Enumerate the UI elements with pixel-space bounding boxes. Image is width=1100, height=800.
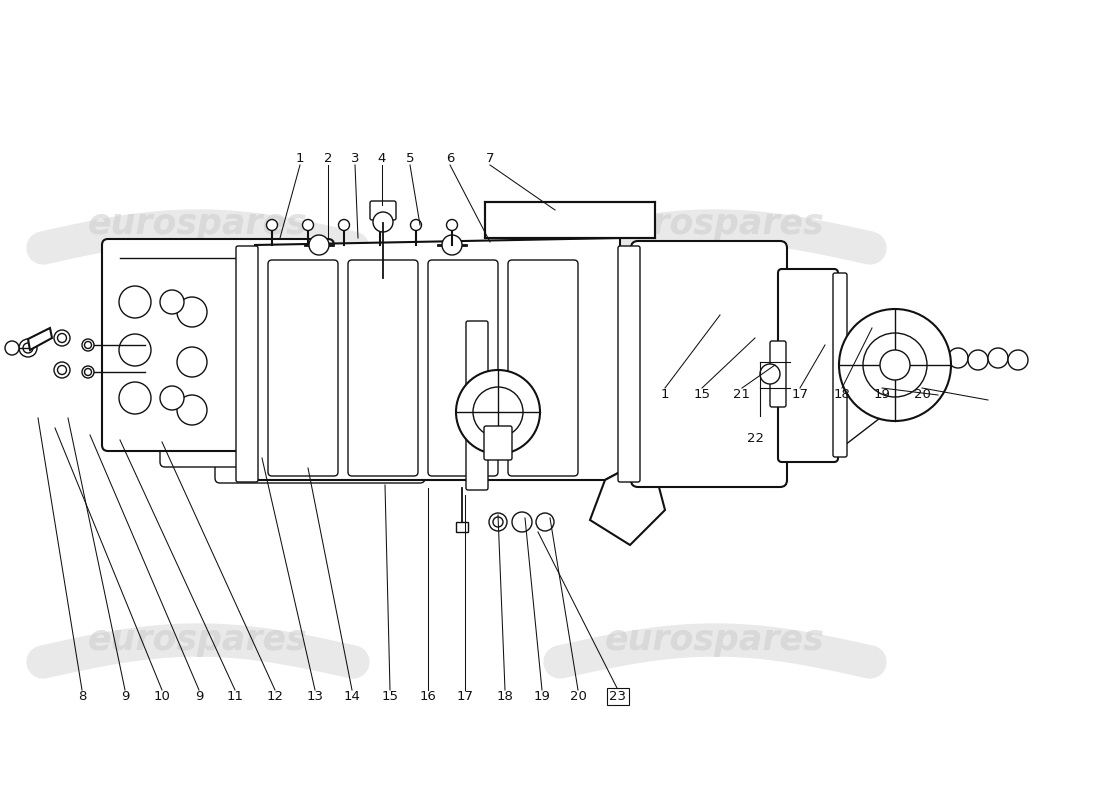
FancyBboxPatch shape — [428, 260, 498, 476]
Circle shape — [177, 297, 207, 327]
Circle shape — [988, 348, 1008, 368]
FancyBboxPatch shape — [214, 281, 425, 483]
Text: 17: 17 — [792, 388, 808, 401]
FancyBboxPatch shape — [348, 260, 418, 476]
Text: 1: 1 — [296, 152, 305, 165]
FancyBboxPatch shape — [508, 260, 578, 476]
Circle shape — [968, 350, 988, 370]
Circle shape — [119, 286, 151, 318]
Text: 1: 1 — [661, 388, 669, 401]
Circle shape — [302, 219, 313, 230]
Text: 4: 4 — [377, 152, 386, 165]
FancyBboxPatch shape — [484, 426, 512, 460]
Circle shape — [473, 387, 522, 437]
Text: 6: 6 — [446, 152, 454, 165]
Circle shape — [177, 395, 207, 425]
Circle shape — [373, 212, 393, 232]
FancyBboxPatch shape — [160, 262, 380, 467]
Text: 14: 14 — [343, 690, 361, 703]
Circle shape — [57, 366, 66, 374]
Polygon shape — [485, 202, 654, 238]
Text: 17: 17 — [456, 690, 473, 703]
Circle shape — [82, 339, 94, 351]
Text: 22: 22 — [747, 432, 763, 445]
Circle shape — [456, 370, 540, 454]
Circle shape — [119, 382, 151, 414]
Circle shape — [119, 334, 151, 366]
Text: 15: 15 — [382, 690, 398, 703]
Circle shape — [948, 348, 968, 368]
FancyBboxPatch shape — [618, 246, 640, 482]
Circle shape — [160, 386, 184, 410]
Text: 20: 20 — [570, 690, 586, 703]
Circle shape — [410, 219, 421, 230]
Circle shape — [1008, 350, 1028, 370]
Text: 23: 23 — [609, 690, 627, 703]
FancyBboxPatch shape — [466, 321, 488, 490]
Text: 3: 3 — [351, 152, 360, 165]
FancyBboxPatch shape — [236, 246, 258, 482]
Text: 19: 19 — [534, 690, 550, 703]
Text: 12: 12 — [266, 690, 284, 703]
Polygon shape — [28, 328, 52, 350]
Text: eurospares: eurospares — [88, 207, 308, 241]
Circle shape — [536, 513, 554, 531]
Text: 19: 19 — [873, 388, 890, 401]
Text: 18: 18 — [834, 388, 850, 401]
Text: 18: 18 — [496, 690, 514, 703]
Text: 10: 10 — [154, 690, 170, 703]
Text: 13: 13 — [307, 690, 323, 703]
Circle shape — [19, 339, 37, 357]
Polygon shape — [255, 238, 620, 480]
Circle shape — [490, 513, 507, 531]
FancyBboxPatch shape — [770, 341, 786, 407]
FancyBboxPatch shape — [370, 201, 396, 220]
Text: 5: 5 — [406, 152, 415, 165]
Circle shape — [442, 235, 462, 255]
Circle shape — [6, 341, 19, 355]
Circle shape — [23, 343, 33, 353]
Circle shape — [160, 290, 184, 314]
Text: 20: 20 — [914, 388, 931, 401]
Text: 8: 8 — [78, 690, 86, 703]
Text: eurospares: eurospares — [88, 623, 308, 657]
Circle shape — [339, 219, 350, 230]
Bar — [456, 522, 468, 532]
FancyBboxPatch shape — [268, 260, 338, 476]
Circle shape — [880, 350, 910, 380]
Text: 2: 2 — [323, 152, 332, 165]
Circle shape — [266, 219, 277, 230]
Circle shape — [177, 347, 207, 377]
Text: eurospares: eurospares — [605, 623, 825, 657]
Circle shape — [839, 309, 952, 421]
Polygon shape — [590, 472, 666, 545]
Text: 16: 16 — [419, 690, 437, 703]
Circle shape — [864, 333, 927, 397]
FancyBboxPatch shape — [631, 241, 786, 487]
Circle shape — [57, 334, 66, 342]
Circle shape — [374, 219, 385, 230]
Text: 7: 7 — [486, 152, 494, 165]
FancyBboxPatch shape — [833, 273, 847, 457]
Text: 15: 15 — [693, 388, 711, 401]
Circle shape — [85, 342, 91, 349]
Circle shape — [54, 330, 70, 346]
Text: 21: 21 — [734, 388, 750, 401]
Circle shape — [512, 512, 532, 532]
FancyBboxPatch shape — [778, 269, 838, 462]
Circle shape — [447, 219, 458, 230]
FancyBboxPatch shape — [102, 239, 334, 451]
Circle shape — [85, 369, 91, 375]
Text: 11: 11 — [227, 690, 243, 703]
Text: eurospares: eurospares — [605, 207, 825, 241]
Circle shape — [493, 517, 503, 527]
Text: 9: 9 — [195, 690, 204, 703]
Text: 9: 9 — [121, 690, 129, 703]
Circle shape — [760, 364, 780, 384]
Circle shape — [309, 235, 329, 255]
Circle shape — [82, 366, 94, 378]
Circle shape — [54, 362, 70, 378]
